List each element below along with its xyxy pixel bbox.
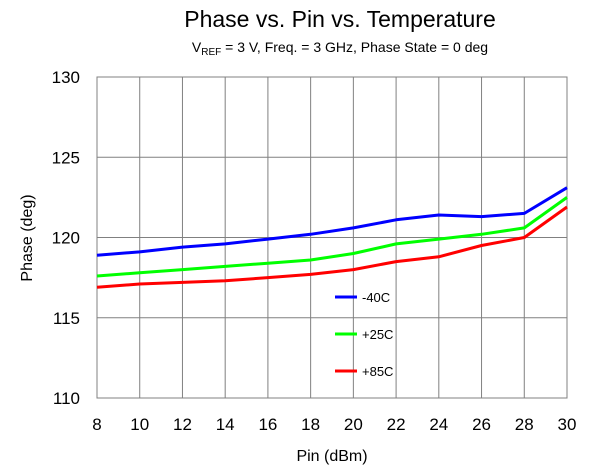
subtitle-rest: = 3 V, Freq. = 3 GHz, Phase State = 0 de… (221, 39, 488, 55)
legend-label-2: +85C (362, 364, 393, 379)
x-tick-labels: 8 10 12 14 16 18 20 22 24 26 28 30 (92, 415, 576, 434)
y-tick-label: 110 (53, 389, 80, 408)
series-line-1 (96, 196, 568, 278)
x-tick-label: 30 (558, 415, 577, 434)
x-tick-label: 22 (387, 415, 406, 434)
y-tick-label: 115 (53, 309, 80, 328)
plot-area-frame (96, 76, 568, 399)
x-tick-label: 20 (344, 415, 363, 434)
y-tick-label: 125 (52, 148, 80, 167)
x-tick-label: 8 (92, 415, 101, 434)
y-axis-label: Phase (deg) (19, 194, 36, 281)
x-tick-label: 16 (258, 415, 277, 434)
y-tick-label: 120 (52, 229, 80, 248)
x-tick-label: 28 (515, 415, 534, 434)
x-tick-label: 10 (130, 415, 149, 434)
chart-title: Phase vs. Pin vs. Temperature (184, 6, 496, 32)
legend-label-0: -40C (362, 290, 390, 305)
x-tick-label: 14 (216, 415, 235, 434)
chart-subtitle: VREF = 3 V, Freq. = 3 GHz, Phase State =… (192, 39, 488, 58)
gridlines (96, 76, 568, 399)
x-tick-label: 24 (429, 415, 448, 434)
series-line-0 (96, 186, 568, 257)
subtitle-prefix: V (192, 39, 202, 55)
x-tick-label: 18 (301, 415, 320, 434)
y-tick-labels: 110 115 120 125 130 (52, 68, 80, 408)
x-tick-label: 12 (173, 415, 192, 434)
x-axis-label: Pin (dBm) (296, 448, 367, 465)
legend-label-1: +25C (362, 327, 393, 342)
legend: -40C +25C +85C (335, 290, 393, 379)
x-tick-label: 26 (472, 415, 491, 434)
series-lines (96, 186, 568, 289)
subtitle-subscript: REF (201, 47, 221, 58)
y-tick-label: 130 (52, 68, 80, 87)
series-line-2 (96, 205, 568, 289)
